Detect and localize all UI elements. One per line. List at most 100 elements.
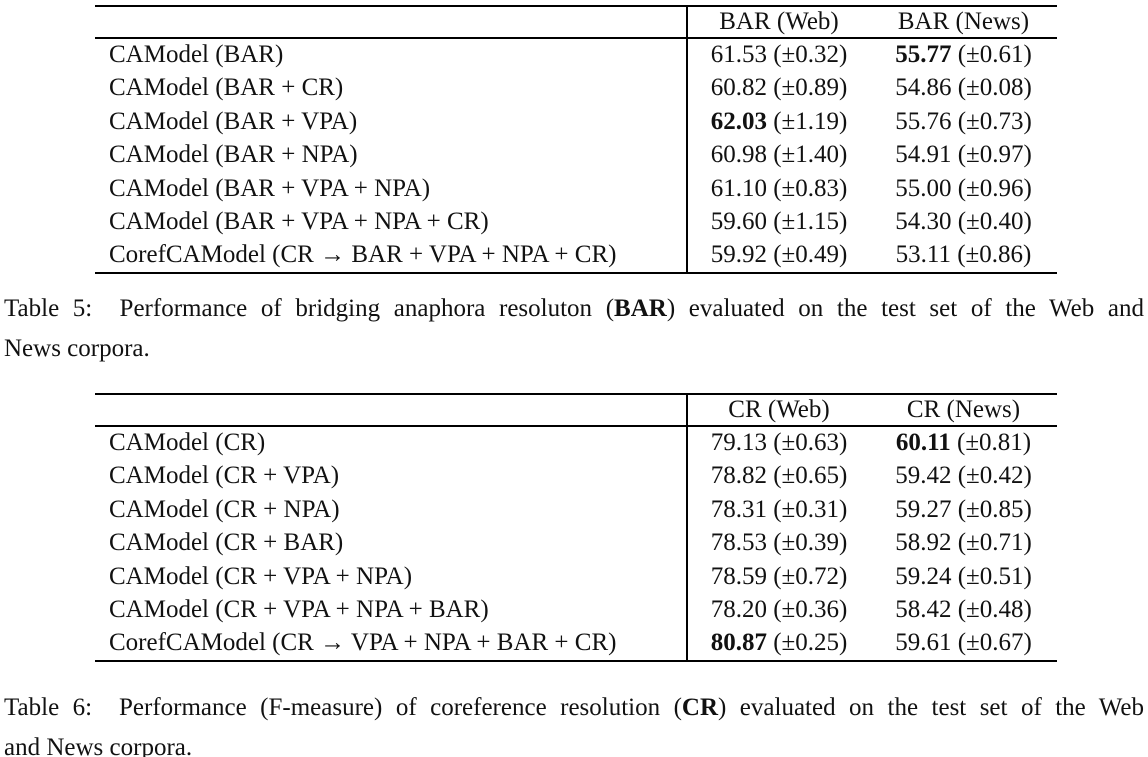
table-row: CAModel (CR + BAR) 78.53 (±0.39) 58.92 (±0… [95, 526, 1057, 561]
score-value: 54.91 [895, 141, 952, 169]
score-stddev: (±0.63) [766, 429, 848, 457]
caption-line: Table 5: Performance of bridging anaphor… [4, 289, 1144, 329]
score-stddev: (±1.19) [766, 107, 848, 135]
row-model-label: CorefCAModel (CR → BAR + VPA + NPA + CR) [109, 241, 617, 269]
table5-caption: Table 5: Performance of bridging anaphor… [4, 289, 1144, 369]
score-stddev: (±0.31) [766, 495, 848, 523]
score-value: 59.61 [895, 629, 952, 657]
score-stddev: (±0.85) [951, 495, 1032, 523]
table-header-row: CR (Web) CR (News) [95, 394, 1057, 426]
score-cell: 59.92 (±0.49) [686, 239, 870, 273]
score-cell: 54.30 (±0.40) [870, 206, 1057, 240]
score-value: 53.11 [895, 241, 951, 269]
caption-text: Table 5: Performance of bridging anaphor… [4, 295, 615, 322]
score-cell: 54.86 (±0.08) [870, 72, 1057, 106]
score-value: 58.92 [895, 529, 952, 557]
score-value: 78.82 [710, 462, 767, 490]
score-stddev: (±0.39) [766, 529, 848, 557]
table-row: CorefCAModel (CR → BAR + VPA + NPA + CR)… [95, 239, 1057, 273]
score-stddev: (±0.40) [951, 208, 1032, 236]
table-row: CAModel (CR + NPA) 78.31 (±0.31) 59.27 (±0… [95, 493, 1057, 527]
header-empty-cell [95, 6, 687, 38]
bar-results-table: BAR (Web) BAR (News) CAModel (BAR) 61.53 … [95, 5, 1057, 274]
score-value: 60.11 [895, 429, 951, 457]
row-model-label: CorefCAModel (CR → VPA + NPA + BAR + CR) [109, 629, 617, 657]
score-stddev: (±0.89) [766, 74, 848, 102]
score-cell: 78.20 (±0.36) [686, 593, 870, 627]
score-value: 78.59 [710, 562, 767, 590]
score-stddev: (±0.36) [766, 596, 848, 624]
score-cell: 53.11 (±0.86) [870, 239, 1057, 273]
header-empty-cell [95, 394, 687, 426]
score-stddev: (±0.67) [951, 629, 1032, 657]
score-stddev: (±0.51) [951, 562, 1032, 590]
score-stddev: (±0.71) [951, 529, 1032, 557]
score-stddev: (±0.42) [951, 462, 1032, 490]
score-stddev: (±0.48) [951, 596, 1032, 624]
score-cell: 78.59 (±0.72) [686, 560, 870, 594]
score-value: 61.53 [710, 41, 767, 69]
score-value: 59.27 [895, 495, 952, 523]
row-model-label: CAModel (BAR + NPA) [109, 141, 358, 169]
score-cell: 54.91 (±0.97) [870, 139, 1057, 173]
caption-line: and News corpora. [4, 734, 193, 757]
table-row: CAModel (BAR + CR) 60.82 (±0.89) 54.86 (±0… [95, 71, 1057, 106]
caption-text: ) evaluated on the test set of the Web a… [666, 295, 1144, 322]
score-value: 80.87 [710, 629, 767, 657]
table6-caption: Table 6: Performance (F-measure) of core… [4, 688, 1144, 757]
score-cell: 59.27 (±0.85) [870, 493, 1057, 527]
score-value: 78.53 [710, 529, 767, 557]
row-model-label: CAModel (CR + VPA) [109, 462, 340, 490]
row-model-label: CAModel (BAR + VPA + NPA + CR) [109, 208, 489, 236]
score-value: 60.82 [710, 74, 767, 102]
score-stddev: (±1.40) [766, 141, 848, 169]
caption-text: Table 6: Performance (F-measure) of core… [4, 694, 682, 721]
score-cell: 59.42 (±0.42) [870, 460, 1057, 494]
score-cell: 78.82 (±0.65) [686, 459, 870, 493]
score-cell: 55.76 (±0.73) [870, 105, 1057, 139]
table-row: CAModel (CR + VPA + NPA) 78.59 (±0.72) 59.… [95, 560, 1057, 594]
score-value: 55.77 [895, 41, 952, 69]
score-stddev: (±0.81) [950, 429, 1032, 457]
score-cell: 58.92 (±0.71) [870, 527, 1057, 561]
score-value: 55.76 [895, 107, 952, 135]
score-stddev: (±0.86) [950, 241, 1032, 269]
row-model-label: CAModel (BAR + VPA) [109, 107, 358, 135]
table-row: CAModel (CR) 79.13 (±0.63) 60.11 (±0.81) [95, 426, 1057, 460]
score-cell: 60.98 (±1.40) [686, 138, 870, 172]
row-model-label: CAModel (CR + BAR) [109, 529, 344, 557]
score-value: 59.60 [710, 208, 767, 236]
score-stddev: (±0.49) [766, 241, 848, 269]
row-model-label: CAModel (CR + VPA + NPA + BAR) [109, 596, 489, 624]
table-row: CAModel (CR + VPA) 78.82 (±0.65) 59.42 (±0… [95, 459, 1057, 494]
score-stddev: (±1.15) [766, 208, 848, 236]
score-value: 62.03 [710, 107, 767, 135]
score-cell: 60.11 (±0.81) [870, 426, 1057, 460]
score-value: 61.10 [710, 174, 767, 202]
row-model-label: CAModel (BAR) [109, 41, 284, 69]
table-row: CAModel (BAR) 61.53 (±0.32) 55.77 (±0.61) [95, 38, 1057, 72]
score-cell: 59.60 (±1.15) [686, 205, 870, 239]
score-cell: 61.10 (±0.83) [686, 172, 870, 206]
score-cell: 55.00 (±0.96) [870, 172, 1057, 206]
caption-line: News corpora. [4, 335, 150, 362]
score-value: 54.86 [895, 74, 952, 102]
caption-text: ) evaluated on the test set of the Web [718, 694, 1144, 721]
cr-results-table: CR (Web) CR (News) CAModel (CR) 79.13 (±0… [95, 393, 1057, 662]
table-row: CAModel (BAR + NPA) 60.98 (±1.40) 54.91 (±… [95, 138, 1057, 173]
score-value: 55.00 [895, 174, 952, 202]
score-cell: 79.13 (±0.63) [686, 426, 870, 460]
score-value: 78.31 [710, 495, 767, 523]
score-stddev: (±0.61) [951, 41, 1032, 69]
score-stddev: (±0.72) [766, 562, 848, 590]
caption-bold-term: BAR [614, 295, 667, 322]
score-stddev: (±0.25) [766, 629, 848, 657]
row-model-label: CAModel (BAR + VPA + NPA) [109, 174, 431, 202]
caption-line: Table 6: Performance (F-measure) of core… [4, 688, 1144, 728]
table-row: CAModel (BAR + VPA) 62.03 (±1.19) 55.76 (±… [95, 105, 1057, 139]
header-bar-web: BAR (Web) [686, 6, 870, 38]
score-cell: 62.03 (±1.19) [686, 105, 870, 139]
score-value: 59.42 [895, 462, 952, 490]
header-bar-news: BAR (News) [897, 8, 1030, 35]
